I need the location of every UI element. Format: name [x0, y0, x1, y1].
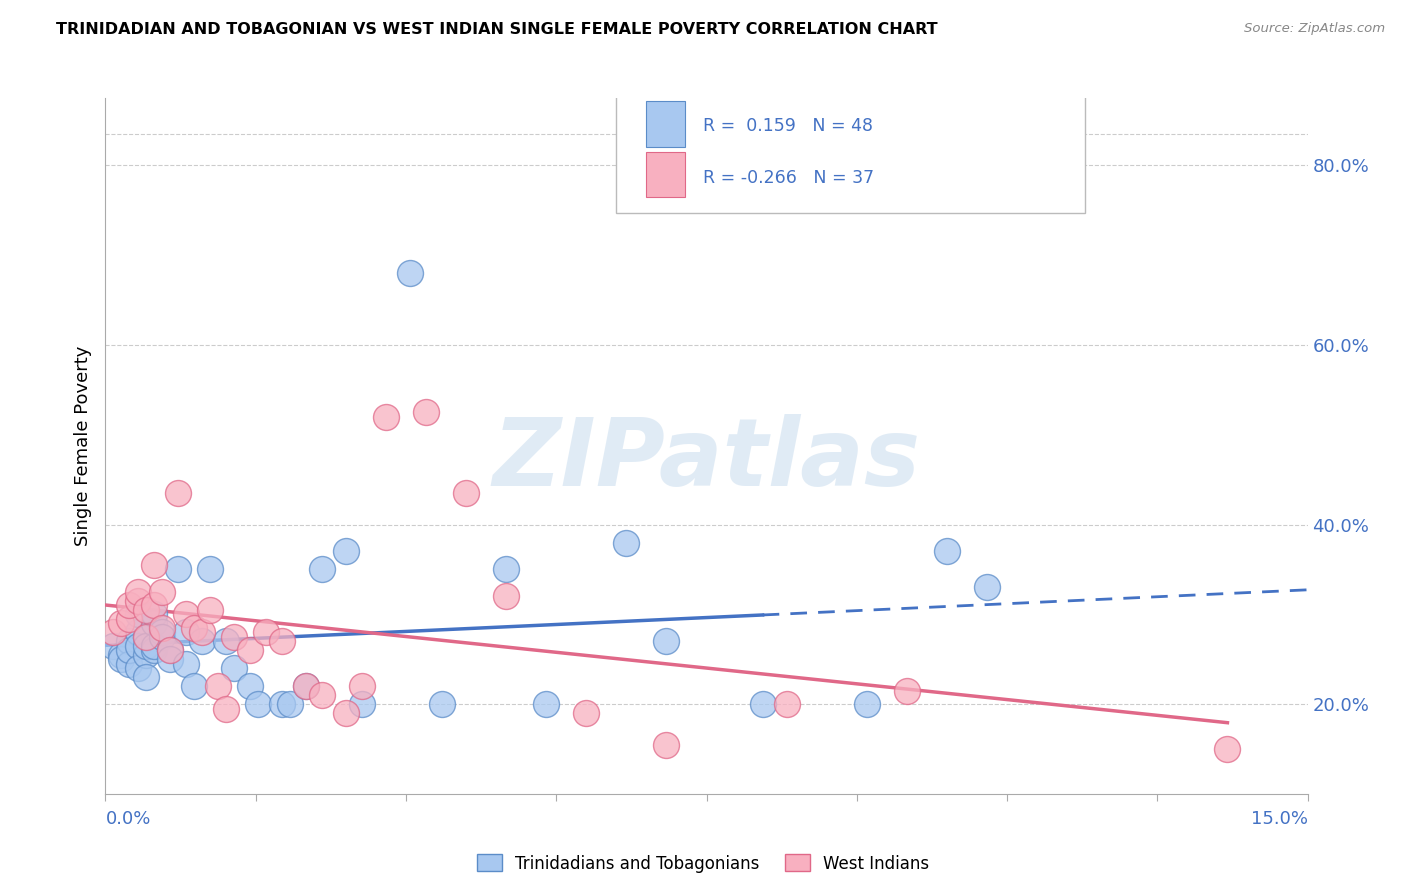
Point [254, 625, 277, 640]
Point [534, 697, 557, 711]
Text: TRINIDADIAN AND TOBAGONIAN VS WEST INDIAN SINGLE FEMALE POVERTY CORRELATION CHAR: TRINIDADIAN AND TOBAGONIAN VS WEST INDIA… [56, 22, 938, 37]
Point [127, 625, 149, 640]
Point [135, 603, 157, 617]
Point [118, 643, 141, 657]
Point [142, 616, 165, 631]
Point [896, 683, 918, 698]
Point [142, 643, 165, 657]
Point [751, 697, 773, 711]
Point [166, 486, 188, 500]
Point [655, 738, 678, 752]
Point [495, 590, 517, 604]
Point [278, 697, 301, 711]
Point [335, 544, 357, 558]
Point [135, 648, 157, 662]
Point [142, 607, 165, 622]
Point [350, 697, 373, 711]
Point [270, 697, 292, 711]
Point [135, 639, 157, 653]
Point [159, 643, 181, 657]
Point [110, 648, 132, 662]
Point [976, 581, 998, 595]
Point [127, 639, 149, 653]
Point [415, 405, 437, 419]
Legend: Trinidadians and Tobagonians, West Indians: Trinidadians and Tobagonians, West India… [470, 847, 936, 880]
Point [222, 630, 245, 644]
Point [127, 594, 149, 608]
Text: R =  0.159   N = 48: R = 0.159 N = 48 [703, 117, 873, 136]
Point [135, 670, 157, 684]
Point [222, 661, 245, 675]
Point [103, 639, 125, 653]
Point [118, 634, 141, 648]
Point [183, 679, 205, 693]
Point [150, 625, 173, 640]
Point [174, 607, 197, 622]
Point [295, 679, 318, 693]
Bar [647, 102, 685, 146]
Point [1216, 742, 1239, 756]
Text: 0.0%: 0.0% [105, 810, 150, 828]
Point [118, 612, 141, 626]
Point [616, 535, 638, 549]
Y-axis label: Single Female Poverty: Single Female Poverty [73, 346, 91, 546]
Point [135, 630, 157, 644]
Point [159, 643, 181, 657]
Point [110, 652, 132, 666]
Point [142, 558, 165, 572]
Point [118, 599, 141, 613]
Point [127, 585, 149, 599]
Point [174, 625, 197, 640]
Point [655, 634, 678, 648]
Point [311, 562, 333, 576]
FancyBboxPatch shape [616, 91, 1085, 213]
Point [198, 603, 221, 617]
Point [142, 599, 165, 613]
Point [103, 625, 125, 640]
Text: Source: ZipAtlas.com: Source: ZipAtlas.com [1244, 22, 1385, 36]
Point [135, 630, 157, 644]
Point [142, 639, 165, 653]
Point [239, 643, 262, 657]
Bar [647, 153, 685, 197]
Point [159, 652, 181, 666]
Point [190, 625, 212, 640]
Point [430, 697, 453, 711]
Point [575, 706, 598, 720]
Point [214, 701, 236, 715]
Point [936, 544, 959, 558]
Point [118, 657, 141, 671]
Point [166, 562, 188, 576]
Text: ZIPatlas: ZIPatlas [492, 414, 921, 506]
Point [776, 697, 799, 711]
Point [150, 630, 173, 644]
Point [214, 634, 236, 648]
Point [295, 679, 318, 693]
Point [246, 697, 269, 711]
Point [239, 679, 262, 693]
Point [374, 409, 398, 424]
Point [198, 562, 221, 576]
Point [335, 706, 357, 720]
Text: R = -0.266   N = 37: R = -0.266 N = 37 [703, 169, 875, 187]
Point [454, 486, 477, 500]
Point [207, 679, 229, 693]
Point [855, 697, 877, 711]
Point [110, 616, 132, 631]
Point [270, 634, 292, 648]
Point [150, 621, 173, 635]
Point [399, 266, 422, 280]
Point [150, 585, 173, 599]
Point [127, 607, 149, 622]
Point [190, 634, 212, 648]
Point [495, 562, 517, 576]
Point [183, 621, 205, 635]
Text: 15.0%: 15.0% [1250, 810, 1308, 828]
Point [350, 679, 373, 693]
Point [127, 661, 149, 675]
Point [311, 688, 333, 702]
Point [174, 657, 197, 671]
